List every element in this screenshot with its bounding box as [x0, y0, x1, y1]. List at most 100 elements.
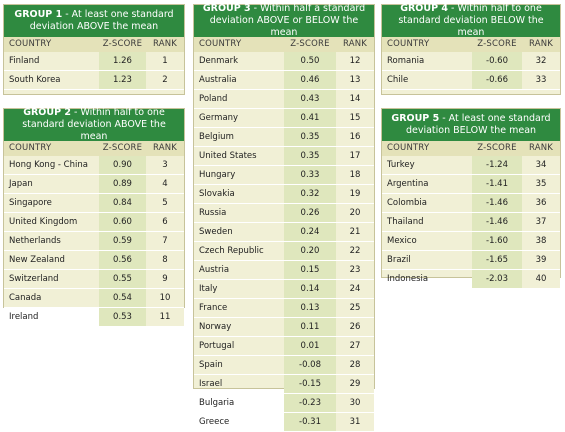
rank-cell: 32 [522, 52, 560, 70]
group-5-panel: GROUP 5 - At least one standard deviatio… [381, 108, 561, 289]
column-country: COUNTRY [387, 143, 430, 153]
zscore-cell: 0.14 [284, 280, 336, 298]
table-row: Brazil -1.65 39 [382, 251, 560, 270]
rank-cell: 24 [336, 280, 374, 298]
zscore-cell: 0.43 [284, 90, 336, 108]
table-row: Thailand -1.46 37 [382, 213, 560, 232]
group-5-label: GROUP 5 [391, 113, 440, 124]
group-2-panel: GROUP 2 - Within half to one standard de… [3, 107, 185, 327]
zscore-cell: 0.41 [284, 109, 336, 127]
country-cell: Denmark [199, 56, 239, 66]
zscore-cell: 0.53 [99, 308, 146, 326]
rank-cell: 10 [146, 289, 184, 307]
table-row: Indonesia -2.03 40 [382, 270, 560, 289]
zscore-cell: 0.35 [284, 128, 336, 146]
country-cell: Netherlands [9, 236, 61, 246]
table-row: Poland 0.43 14 [194, 90, 374, 109]
rank-cell: 36 [522, 194, 560, 212]
country-cell: Russia [199, 208, 227, 218]
table-row: Hong Kong - China 0.90 3 [4, 156, 184, 175]
table-row: Japan 0.89 4 [4, 175, 184, 194]
table-row: Hungary 0.33 18 [194, 166, 374, 185]
zscore-cell: 0.01 [284, 337, 336, 355]
table-row: Colombia -1.46 36 [382, 194, 560, 213]
group-4-description: - Within half to one standard deviation … [398, 3, 544, 38]
column-zscore: Z-SCORE [477, 39, 517, 49]
rank-cell: 26 [336, 318, 374, 336]
table-row: Argentina -1.41 35 [382, 175, 560, 194]
group-2-label: GROUP 2 [23, 107, 71, 118]
group-5-rows: Turkey -1.24 34 Argentina -1.41 35 Colombia -1.… [382, 156, 560, 289]
rank-cell: 27 [336, 337, 374, 355]
table-row: Romania -0.60 32 [382, 52, 560, 71]
group-3-panel: GROUP 3 - Within half a standard deviati… [193, 3, 375, 432]
zscore-cell: 1.23 [99, 71, 146, 89]
zscore-cell: 0.90 [99, 156, 146, 174]
zscore-cell: 0.56 [99, 251, 146, 269]
group-2-header: GROUP 2 - Within half to one standard de… [4, 107, 184, 142]
group-4-panel: GROUP 4 - Within half to one standard de… [381, 3, 561, 95]
group-1-panel: GROUP 1 - At least one standard deviatio… [3, 4, 185, 95]
rank-cell: 19 [336, 185, 374, 203]
table-row: Mexico -1.60 38 [382, 232, 560, 251]
table-row: Canada 0.54 10 [4, 289, 184, 308]
country-cell: Brazil [387, 255, 411, 265]
group-1-description: - At least one standard deviation ABOVE … [29, 9, 174, 32]
zscore-cell: 0.33 [284, 166, 336, 184]
group-4-header: GROUP 4 - Within half to one standard de… [382, 3, 560, 38]
country-cell: Thailand [387, 217, 424, 227]
table-row: Denmark 0.50 12 [194, 52, 374, 71]
table-row: Germany 0.41 15 [194, 109, 374, 128]
group-3-column-headers: COUNTRY Z-SCORE RANK [194, 37, 374, 52]
rank-cell: 33 [522, 71, 560, 89]
rank-cell: 16 [336, 128, 374, 146]
table-row: Bulgaria -0.23 30 [194, 394, 374, 413]
zscore-cell: -1.60 [472, 232, 522, 250]
zscore-cell: 0.60 [99, 213, 146, 231]
table-row: Australia 0.46 13 [194, 71, 374, 90]
table-row: Norway 0.11 26 [194, 318, 374, 337]
zscore-cell: 0.32 [284, 185, 336, 203]
zscore-cell: -1.41 [472, 175, 522, 193]
group-2-description: - Within half to one standard deviation … [22, 107, 166, 142]
zscore-cell: 0.46 [284, 71, 336, 89]
table-row: Czech Republic 0.20 22 [194, 242, 374, 261]
group-5-header: GROUP 5 - At least one standard deviatio… [382, 109, 560, 141]
country-cell: Austria [199, 265, 230, 275]
zscore-cell: 0.11 [284, 318, 336, 336]
group-3-label: GROUP 3 [202, 3, 251, 14]
zscore-cell: 1.26 [99, 52, 146, 70]
group-4-rows: Romania -0.60 32 Chile -0.66 33 [382, 52, 560, 90]
zscore-cell: 0.26 [284, 204, 336, 222]
group-5-column-headers: COUNTRY Z-SCORE RANK [382, 141, 560, 156]
rank-cell: 5 [146, 194, 184, 212]
rank-cell: 40 [522, 270, 560, 288]
column-country: COUNTRY [199, 39, 242, 49]
rank-cell: 21 [336, 223, 374, 241]
rank-cell: 12 [336, 52, 374, 70]
table-row: Austria 0.15 23 [194, 261, 374, 280]
rank-cell: 22 [336, 242, 374, 260]
rank-cell: 8 [146, 251, 184, 269]
country-cell: Portugal [199, 341, 235, 351]
group-1-column-headers: COUNTRY Z-SCORE RANK [4, 37, 184, 52]
country-cell: Japan [9, 179, 33, 189]
zscore-cell: 0.24 [284, 223, 336, 241]
table-row: Netherlands 0.59 7 [4, 232, 184, 251]
country-cell: Finland [9, 56, 40, 66]
group-1-header: GROUP 1 - At least one standard deviatio… [4, 5, 184, 37]
rank-cell: 6 [146, 213, 184, 231]
table-row: Chile -0.66 33 [382, 71, 560, 90]
table-row: Turkey -1.24 34 [382, 156, 560, 175]
country-cell: Chile [387, 75, 409, 85]
column-zscore: Z-SCORE [102, 39, 143, 49]
rank-cell: 15 [336, 109, 374, 127]
group-3-rows: Denmark 0.50 12 Australia 0.46 13 Poland 0.43 14… [194, 52, 374, 432]
table-row: South Korea 1.23 2 [4, 71, 184, 90]
rank-cell: 29 [336, 375, 374, 393]
zscore-cell: -1.65 [472, 251, 522, 269]
country-cell: Indonesia [387, 274, 429, 284]
group-4-label: GROUP 4 [400, 3, 448, 14]
country-cell: Hong Kong - China [9, 160, 88, 170]
rank-cell: 30 [336, 394, 374, 412]
